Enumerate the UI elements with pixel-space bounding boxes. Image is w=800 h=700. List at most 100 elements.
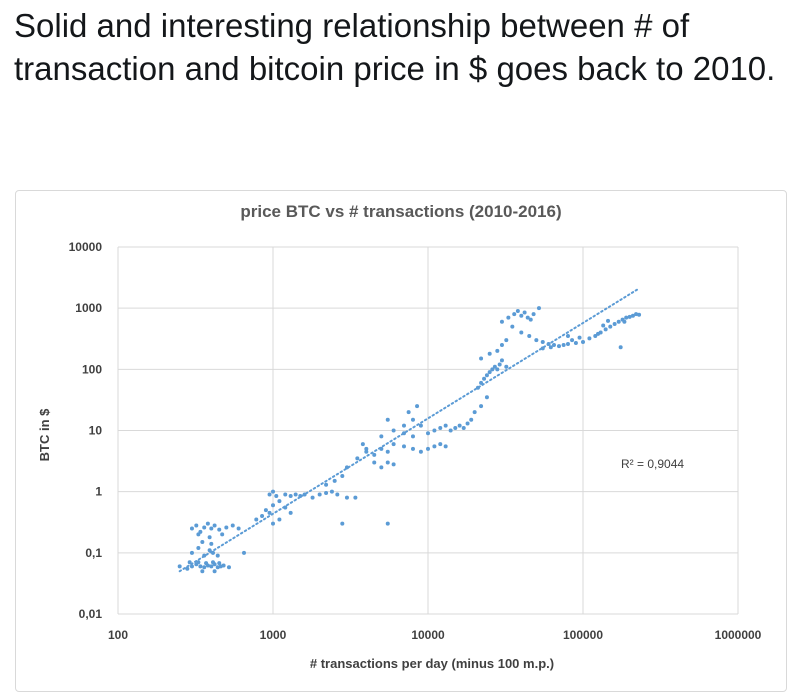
data-point — [426, 431, 430, 436]
data-point — [618, 345, 623, 350]
data-point — [207, 535, 212, 540]
x-tick-label: 1000000 — [715, 628, 762, 642]
data-point — [606, 318, 611, 323]
data-point — [410, 434, 415, 439]
data-point — [379, 434, 384, 439]
data-point — [205, 521, 210, 526]
data-point — [603, 327, 608, 332]
data-point — [577, 335, 582, 340]
data-point — [340, 521, 345, 526]
data-point — [510, 324, 515, 329]
data-point — [627, 314, 632, 319]
data-point — [210, 560, 215, 565]
data-point — [499, 342, 504, 347]
data-point — [522, 310, 527, 315]
data-point — [410, 446, 415, 451]
data-point — [637, 312, 642, 317]
data-point — [204, 561, 209, 566]
data-point — [364, 446, 369, 451]
y-tick-label: 1000 — [75, 301, 102, 315]
y-tick-label: 1 — [95, 485, 102, 499]
data-point — [497, 362, 502, 367]
data-point — [443, 444, 448, 449]
data-point — [254, 517, 259, 522]
data-point — [552, 342, 557, 347]
data-point — [570, 338, 575, 343]
data-point — [457, 423, 462, 428]
x-tick-label: 100000 — [563, 628, 603, 642]
data-point — [372, 460, 377, 465]
data-point — [469, 417, 474, 422]
data-point — [198, 564, 203, 569]
scatter-chart: price BTC vs # transactions (2010-2016) … — [37, 202, 762, 671]
chart-card[interactable]: price BTC vs # transactions (2010-2016) … — [15, 190, 787, 692]
data-point — [344, 495, 349, 500]
data-point — [443, 423, 448, 428]
trendline-layer — [178, 287, 641, 573]
data-point — [271, 503, 275, 508]
data-point — [512, 312, 517, 317]
data-point — [482, 376, 487, 381]
data-point — [189, 564, 194, 569]
data-point — [499, 319, 504, 324]
data-point — [519, 330, 524, 335]
data-point — [200, 569, 205, 574]
data-point — [596, 331, 601, 336]
data-point — [504, 364, 509, 369]
data-point — [401, 444, 406, 449]
data-point — [432, 444, 437, 449]
data-point — [438, 425, 443, 430]
data-point — [194, 523, 199, 528]
data-point — [310, 495, 315, 500]
data-point — [472, 410, 477, 415]
data-point — [561, 342, 566, 347]
data-point — [548, 345, 553, 350]
data-point — [527, 334, 532, 339]
data-point — [189, 526, 194, 531]
x-axis-label: # transactions per day (minus 100 m.p.) — [310, 656, 554, 671]
data-point — [267, 492, 272, 497]
data-point — [360, 442, 365, 447]
data-point — [565, 334, 570, 339]
data-point — [224, 525, 229, 530]
data-point — [418, 423, 423, 428]
data-point — [267, 510, 272, 515]
data-point — [288, 510, 293, 515]
data-point — [274, 493, 279, 498]
data-point — [492, 364, 497, 369]
data-point — [271, 521, 275, 526]
data-point — [531, 312, 536, 317]
data-point — [534, 338, 539, 343]
data-point — [391, 462, 396, 467]
data-point — [293, 492, 298, 497]
data-point — [612, 322, 617, 327]
data-point — [565, 341, 570, 346]
data-point — [263, 508, 268, 513]
data-point — [385, 449, 390, 454]
data-point — [406, 410, 411, 415]
data-point — [177, 564, 182, 569]
data-point — [528, 317, 533, 322]
data-point — [622, 319, 627, 324]
y-tick-label: 100 — [82, 362, 102, 376]
data-point — [212, 569, 217, 574]
y-tick-label: 10000 — [69, 240, 103, 254]
data-point — [385, 521, 390, 526]
data-point — [185, 566, 190, 571]
data-point — [479, 404, 484, 409]
data-point — [372, 452, 377, 457]
data-point — [624, 315, 629, 320]
data-point — [465, 421, 470, 426]
x-tick-label: 1000 — [260, 628, 287, 642]
data-point — [487, 370, 492, 375]
trendline — [178, 287, 641, 573]
data-point — [215, 553, 220, 558]
data-point — [410, 417, 415, 422]
data-point — [415, 404, 420, 409]
data-point — [277, 499, 282, 504]
data-point — [324, 482, 329, 487]
data-point — [355, 456, 360, 461]
data-point — [317, 492, 322, 497]
data-point — [230, 523, 235, 528]
y-tick-label: 0,1 — [85, 546, 102, 560]
